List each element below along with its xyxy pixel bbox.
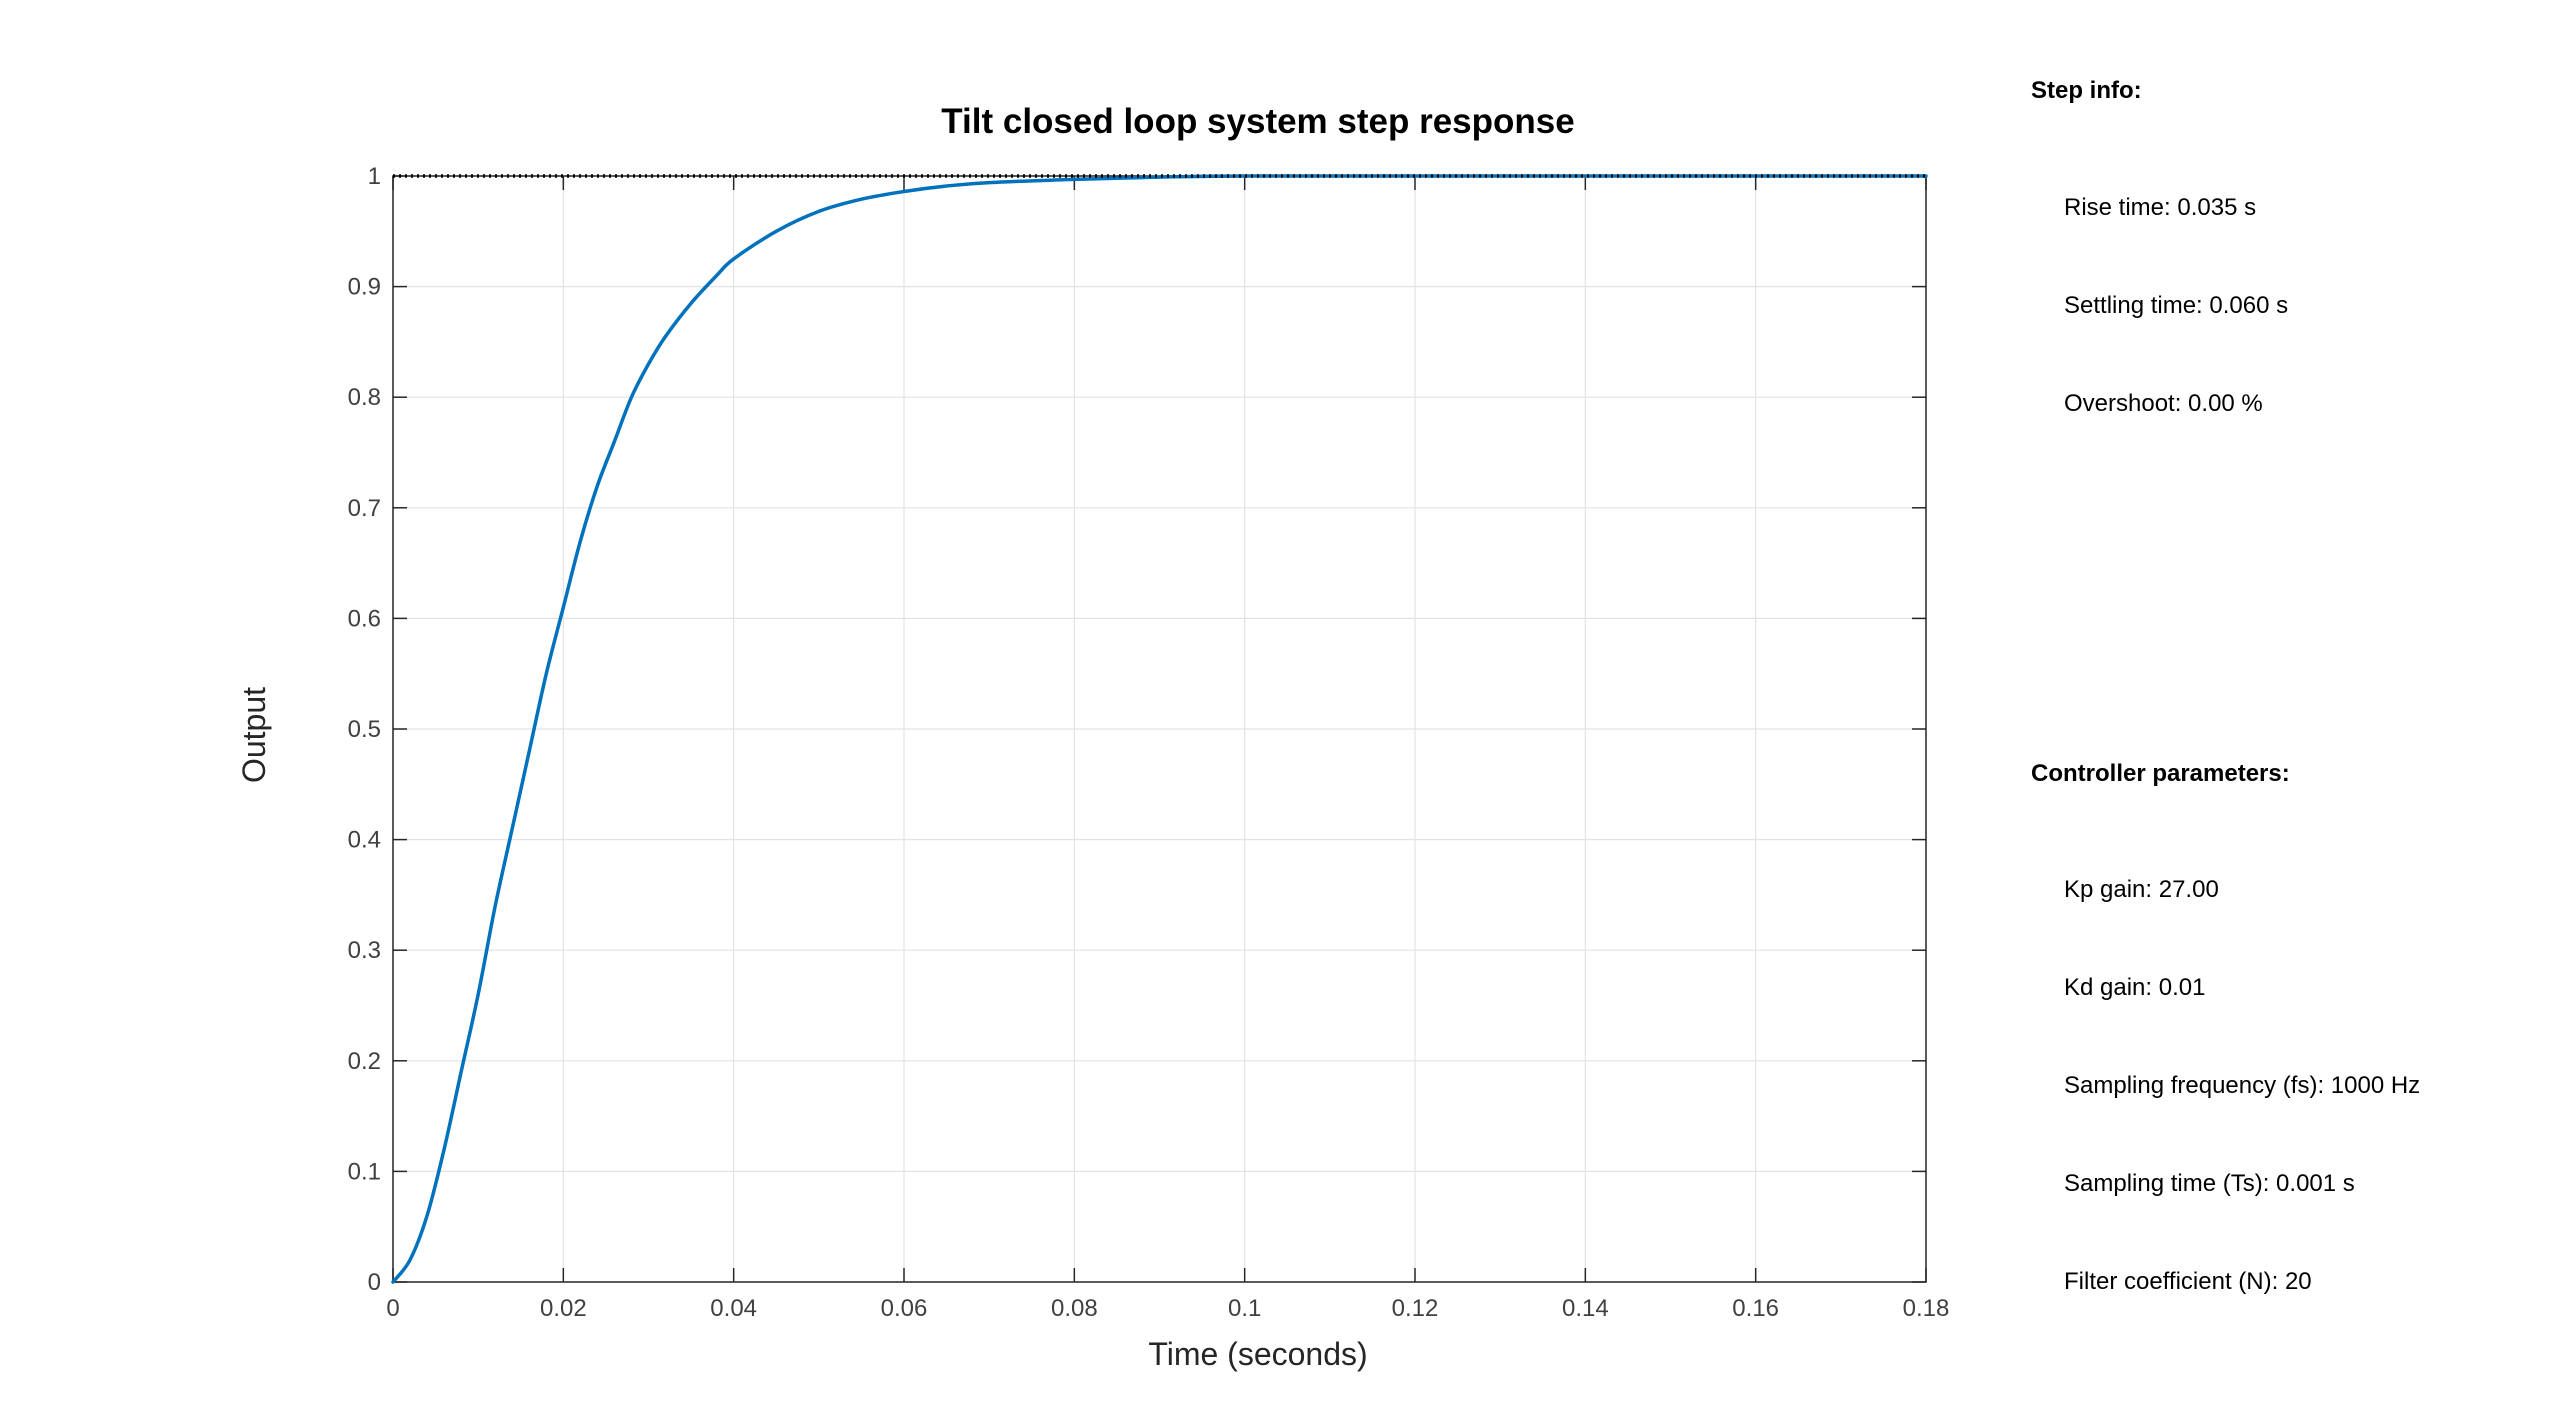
x-tick-label: 0 [386,1295,399,1322]
x-tick-label: 0.06 [881,1295,928,1322]
x-tick-label: 0.1 [1228,1295,1261,1322]
x-tick-label: 0.02 [540,1295,587,1322]
y-tick-label: 0.8 [348,384,381,411]
x-axis-label: Time (seconds) [1148,1336,1367,1372]
x-tick-label: 0.08 [1051,1295,1098,1322]
x-tick-label: 0.14 [1562,1295,1609,1322]
x-tick-label: 0.04 [710,1295,757,1322]
y-tick-label: 1 [368,163,381,190]
x-tick-label: 0.12 [1392,1295,1439,1322]
y-tick-label: 0.6 [348,605,381,632]
x-tick-label: 0.18 [1903,1295,1950,1322]
y-tick-label: 0.7 [348,495,381,522]
y-tick-label: 0.1 [348,1158,381,1185]
y-tick-label: 0.5 [348,716,381,743]
plot-series [391,174,1928,1284]
axis-ticks: 0 0.02 0.04 0.06 0.08 0.1 0.12 0.14 0.16 0.18 0 0.1… [348,163,1950,1322]
y-tick-label: 0.9 [348,274,381,301]
y-tick-label: 0.3 [348,937,381,964]
y-tick-label: 0 [368,1269,381,1296]
y-tick-label: 0.4 [348,827,381,854]
y-tick-label: 0.2 [348,1048,381,1075]
y-axis-label: Output [236,687,272,783]
chart-title: Tilt closed loop system step response [941,102,1574,141]
x-tick-label: 0.16 [1732,1295,1779,1322]
